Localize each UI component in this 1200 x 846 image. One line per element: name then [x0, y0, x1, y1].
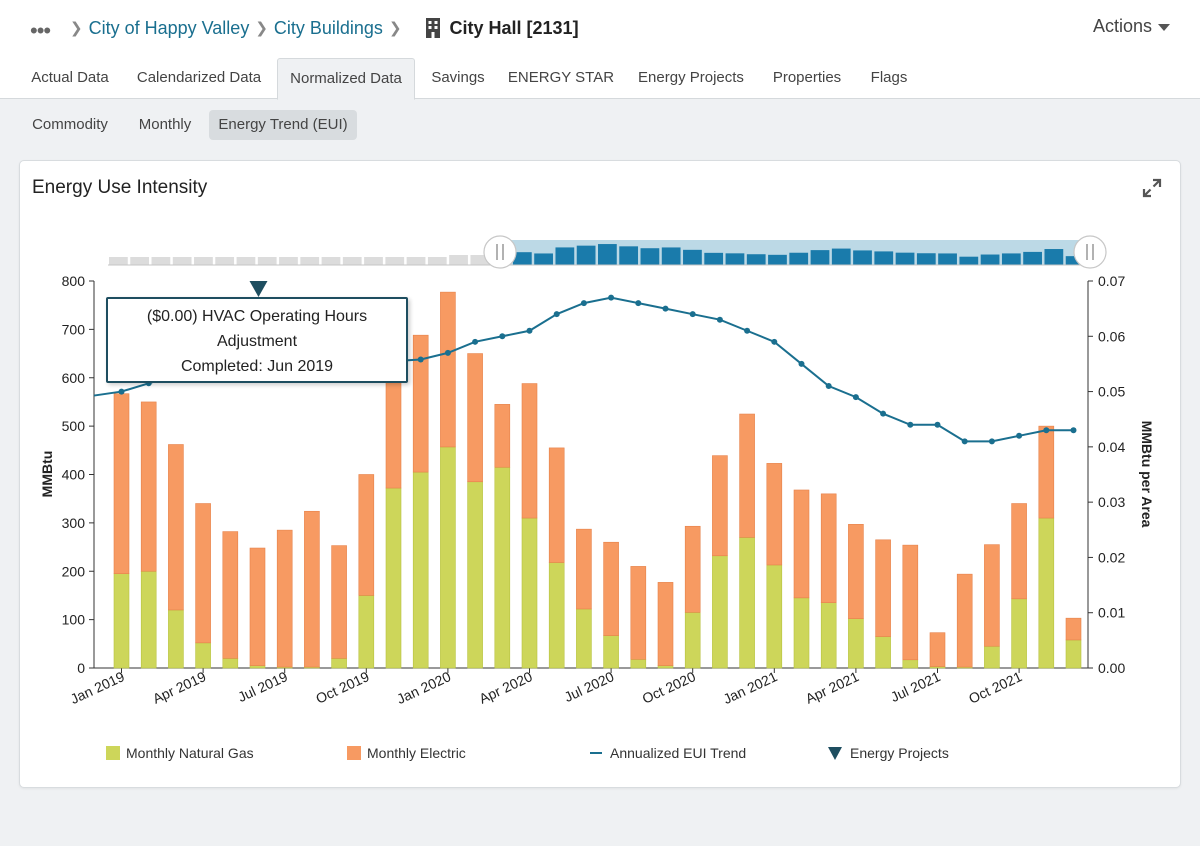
tab-calendarized-data[interactable]: Calendarized Data [136, 69, 262, 86]
subtab-energy-trend[interactable]: Energy Trend (EUI) [209, 110, 357, 140]
tooltip-line: Adjustment [216, 333, 298, 350]
legend-item-trend[interactable]: Annualized EUI Trend [590, 740, 746, 766]
chevron-right-icon: ❯ [70, 20, 83, 37]
breadcrumb: ❯ City of Happy Valley ❯ City Buildings … [64, 0, 579, 56]
building-icon [425, 18, 440, 38]
legend-label: Monthly Natural Gas [126, 745, 254, 761]
actions-label: Actions [1092, 16, 1152, 36]
top-bar: ••• ❯ City of Happy Valley ❯ City Buildi… [0, 0, 1200, 56]
legend-swatch-electric [347, 746, 361, 760]
subtab-commodity[interactable]: Commodity [32, 116, 108, 133]
subtab-monthly[interactable]: Monthly [138, 116, 192, 133]
breadcrumb-link-city[interactable]: City of Happy Valley [88, 17, 250, 38]
legend-swatch-trend [590, 752, 602, 754]
chart-legend: Monthly Natural Gas Monthly Electric Ann… [0, 740, 1200, 766]
legend-swatch-projects [828, 746, 842, 760]
tooltip-line: Completed: Jun 2019 [180, 358, 334, 375]
tab-energy-projects[interactable]: Energy Projects [638, 69, 744, 86]
caret-down-icon [1158, 23, 1170, 31]
legend-label: Energy Projects [850, 745, 949, 761]
legend-item-projects[interactable]: Energy Projects [828, 740, 949, 766]
energy-project-tooltip: ($0.00) HVAC Operating Hours Adjustment … [106, 297, 408, 383]
legend-item-electric[interactable]: Monthly Electric [347, 740, 466, 766]
chevron-right-icon: ❯ [388, 20, 402, 37]
tab-energy-star[interactable]: ENERGY STAR [507, 69, 615, 86]
legend-swatch-gas [106, 746, 120, 760]
tab-savings[interactable]: Savings [431, 69, 485, 86]
card-title: Energy Use Intensity [32, 177, 208, 198]
expand-icon[interactable] [1142, 178, 1162, 198]
eui-chart-card: Energy Use Intensity [19, 160, 1181, 788]
tab-normalized-data[interactable]: Normalized Data [277, 58, 415, 100]
legend-label: Annualized EUI Trend [610, 745, 747, 761]
actions-menu-button[interactable]: Actions [1093, 16, 1170, 37]
tooltip-line: ($0.00) HVAC Operating Hours [146, 308, 368, 325]
chevron-right-icon: ❯ [255, 20, 268, 37]
sub-tab-bar: Commodity Monthly Energy Trend (EUI) [0, 99, 1200, 149]
breadcrumb-link-buildings[interactable]: City Buildings [273, 17, 383, 38]
tab-actual-data[interactable]: Actual Data [31, 69, 109, 86]
tab-flags[interactable]: Flags [870, 69, 908, 86]
legend-label: Monthly Electric [367, 745, 466, 761]
page-title: City Hall [2131] [449, 17, 579, 38]
ellipsis-icon[interactable]: ••• [30, 18, 51, 43]
legend-item-gas[interactable]: Monthly Natural Gas [106, 740, 254, 766]
tab-properties[interactable]: Properties [772, 69, 842, 86]
tab-bar: Actual Data Calendarized Data Normalized… [0, 56, 1200, 100]
